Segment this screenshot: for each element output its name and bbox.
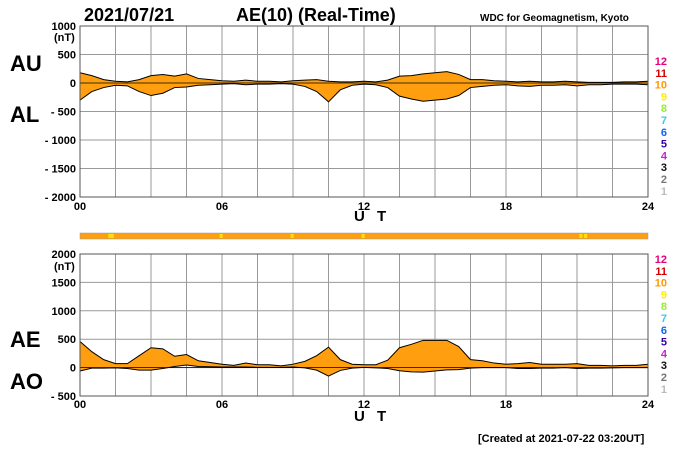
chart-source: WDC for Geomagnetism, Kyoto xyxy=(480,13,629,24)
station-number-3: 3 xyxy=(661,360,667,372)
p1-xtick-label: 06 xyxy=(216,201,228,213)
p2-ytick-label: 2000 xyxy=(52,249,76,261)
p2-ytick-label: 500 xyxy=(58,334,76,346)
station-number-12: 12 xyxy=(655,56,667,68)
station-bar-gap xyxy=(108,234,112,238)
station-number-6: 6 xyxy=(661,127,667,139)
p2-ytick-label: 1000 xyxy=(52,306,76,318)
p1-au-line xyxy=(79,71,649,83)
p1-xtick-label: 18 xyxy=(500,201,512,213)
p1-ytick-label: - 2000 xyxy=(45,192,76,204)
created-timestamp: [Created at 2021-07-22 03:20UT] xyxy=(478,433,645,445)
p1-ytick-label: - 1500 xyxy=(45,164,76,176)
station-number-10: 10 xyxy=(655,80,667,92)
panel2-ylabel: (nT) xyxy=(54,261,75,273)
station-number-11: 11 xyxy=(655,266,667,278)
p1-ytick-label: 0 xyxy=(70,78,76,90)
p1-ytick-label: 1000 xyxy=(52,21,76,33)
p2-xtick-label: 18 xyxy=(500,399,512,411)
station-bar-gap xyxy=(219,234,223,238)
p1-xtick-label: 24 xyxy=(642,201,655,213)
station-number-1: 1 xyxy=(661,186,667,198)
station-number-9: 9 xyxy=(661,289,667,301)
p1-xtick-label: 00 xyxy=(74,201,86,213)
p2-ae-line xyxy=(79,339,649,367)
ae-label: AE xyxy=(10,327,41,352)
station-number-7: 7 xyxy=(661,115,667,127)
p1-ytick-label: - 1000 xyxy=(45,135,76,147)
panel1-ylabel: (nT) xyxy=(54,32,75,44)
panel1-xlabel: U T xyxy=(354,208,390,225)
ao-label: AO xyxy=(10,369,43,394)
station-number-9: 9 xyxy=(661,91,667,103)
station-number-7: 7 xyxy=(661,313,667,325)
station-bar-gap xyxy=(290,234,294,238)
station-number-10: 10 xyxy=(655,278,667,290)
station-bar-gap xyxy=(361,234,365,238)
station-bar-gap xyxy=(584,234,588,238)
chart-title: AE(10) (Real-Time) xyxy=(236,5,396,25)
station-number-12: 12 xyxy=(655,254,667,266)
station-bar-gap xyxy=(110,234,114,238)
au-al-panel: (nT) AU AL U T 1000 500 0 - 500 - 1000 - 1500… xyxy=(10,21,655,225)
station-number-11: 11 xyxy=(655,68,667,80)
station-number-2: 2 xyxy=(661,372,667,384)
station-number-8: 8 xyxy=(661,301,667,313)
station-number-8: 8 xyxy=(661,103,667,115)
au-label: AU xyxy=(10,51,42,76)
station-number-2: 2 xyxy=(661,174,667,186)
p2-xtick-label: 12 xyxy=(358,399,370,411)
p2-frame xyxy=(79,253,649,397)
p1-ytick-label: - 500 xyxy=(51,107,76,119)
chart-date: 2021/07/21 xyxy=(84,5,174,25)
p2-ytick-label: - 500 xyxy=(51,391,76,403)
al-label: AL xyxy=(10,102,39,127)
p2-xtick-label: 24 xyxy=(642,399,655,411)
p2-ytick-label: 0 xyxy=(70,363,76,375)
p1-al-line xyxy=(79,83,649,103)
panel2-xlabel: U T xyxy=(354,408,390,425)
station-number-1: 1 xyxy=(661,384,667,396)
station-number-4: 4 xyxy=(661,348,668,360)
p1-ytick-label: 500 xyxy=(58,50,76,62)
station-number-3: 3 xyxy=(661,162,667,174)
p2-ytick-label: 1500 xyxy=(52,277,76,289)
station-number-4: 4 xyxy=(661,150,668,162)
station-bar-gap xyxy=(579,234,583,238)
p2-xtick-label: 00 xyxy=(74,399,86,411)
p1-xtick-label: 12 xyxy=(358,201,370,213)
station-number-5: 5 xyxy=(661,337,667,349)
station-number-5: 5 xyxy=(661,139,667,151)
station-coverage-bar xyxy=(79,232,649,240)
station-number-6: 6 xyxy=(661,325,667,337)
p1-frame xyxy=(79,25,649,198)
p2-xtick-label: 06 xyxy=(216,399,228,411)
